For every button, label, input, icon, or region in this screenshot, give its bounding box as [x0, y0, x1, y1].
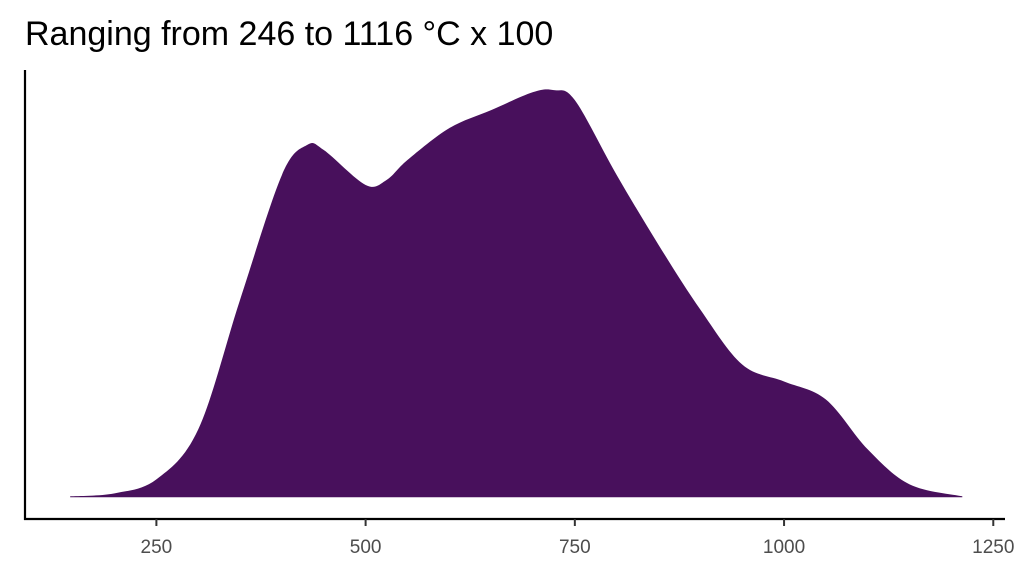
x-tick-label: 500: [350, 537, 382, 558]
x-tick-label: 750: [559, 537, 591, 558]
x-tick-label: 1000: [763, 537, 805, 558]
x-tick-label: 1250: [972, 537, 1014, 558]
chart-title: Ranging from 246 to 1116 °C x 100: [25, 15, 553, 53]
density-area: [70, 89, 963, 498]
x-tick-label: 250: [141, 537, 173, 558]
